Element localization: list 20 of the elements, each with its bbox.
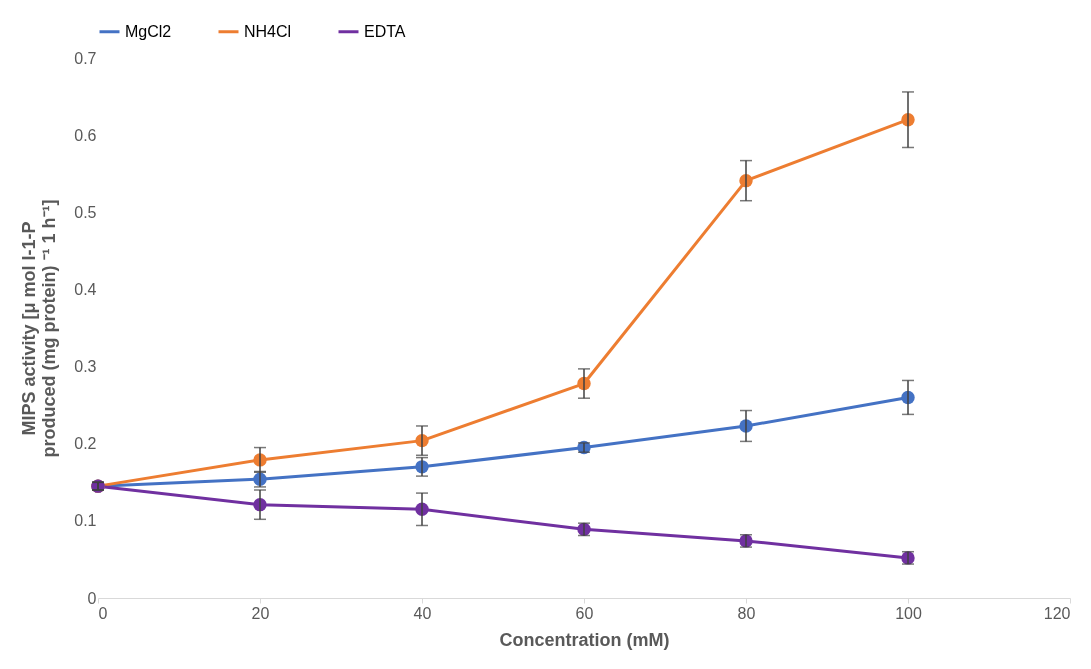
x-tick-label: 80 bbox=[737, 604, 756, 622]
x-tick-label: 40 bbox=[413, 604, 432, 622]
y-tick-label: 0.2 bbox=[74, 435, 97, 453]
y-tick-label: 0.6 bbox=[74, 126, 97, 144]
y-tick-label: 0.7 bbox=[74, 49, 97, 67]
y-tick-label: 0.4 bbox=[74, 280, 97, 298]
x-tick-label: 100 bbox=[895, 604, 922, 622]
y-tick-label: 0.5 bbox=[74, 203, 97, 221]
legend-label: EDTA bbox=[364, 22, 406, 40]
x-tick-label: 60 bbox=[575, 604, 594, 622]
x-tick-label: 120 bbox=[1043, 604, 1071, 622]
y-axis-title: MIPS activity [μ mol I-1-P produced (mg protein) ⁻¹ 1 h⁻¹] bbox=[19, 199, 60, 458]
legend-label: MgCl2 bbox=[125, 22, 172, 40]
y-tick-label: 0.1 bbox=[74, 512, 97, 530]
legend-label: NH4Cl bbox=[244, 22, 292, 40]
x-axis-title: Concentration (mM) bbox=[499, 629, 670, 650]
x-tick-label: 0 bbox=[98, 604, 108, 622]
x-tick-label: 20 bbox=[251, 604, 270, 622]
y-tick-label: 0.3 bbox=[74, 358, 97, 376]
y-tick-label: 0 bbox=[87, 589, 97, 607]
